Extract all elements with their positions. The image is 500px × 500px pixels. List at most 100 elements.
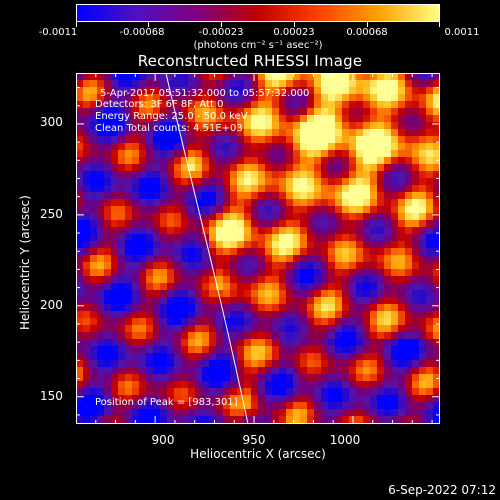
image-pixel	[195, 353, 202, 360]
image-pixel	[153, 374, 160, 381]
image-pixel	[237, 360, 244, 367]
image-pixel	[370, 94, 377, 101]
image-pixel	[279, 248, 286, 255]
image-pixel	[272, 311, 279, 318]
image-pixel	[188, 150, 195, 157]
image-pixel	[160, 283, 167, 290]
image-pixel	[307, 416, 314, 423]
image-pixel	[174, 227, 181, 234]
image-pixel	[265, 297, 272, 304]
image-pixel	[293, 318, 300, 325]
image-pixel	[188, 276, 195, 283]
image-pixel	[363, 178, 370, 185]
image-pixel	[83, 94, 90, 101]
image-pixel	[118, 157, 125, 164]
image-pixel	[433, 213, 440, 220]
image-pixel	[293, 353, 300, 360]
image-pixel	[97, 318, 104, 325]
image-pixel	[272, 80, 279, 87]
image-pixel	[125, 80, 132, 87]
image-pixel	[118, 388, 125, 395]
image-pixel	[258, 276, 265, 283]
image-pixel	[90, 178, 97, 185]
image-pixel	[223, 297, 230, 304]
image-pixel	[251, 311, 258, 318]
image-pixel	[139, 283, 146, 290]
image-pixel	[265, 143, 272, 150]
image-pixel	[223, 241, 230, 248]
image-pixel	[153, 192, 160, 199]
image-pixel	[237, 339, 244, 346]
image-pixel	[90, 388, 97, 395]
image-pixel	[377, 136, 384, 143]
image-pixel	[342, 73, 349, 80]
image-pixel	[307, 213, 314, 220]
image-pixel	[118, 262, 125, 269]
image-pixel	[419, 143, 426, 150]
image-pixel	[160, 276, 167, 283]
image-pixel	[104, 325, 111, 332]
image-pixel	[286, 269, 293, 276]
image-pixel	[405, 416, 412, 423]
image-pixel	[251, 143, 258, 150]
image-pixel	[370, 318, 377, 325]
image-pixel	[76, 87, 83, 94]
image-pixel	[272, 94, 279, 101]
image-pixel	[181, 87, 188, 94]
image-pixel	[398, 185, 405, 192]
image-pixel	[146, 115, 153, 122]
image-pixel	[279, 185, 286, 192]
image-pixel	[293, 367, 300, 374]
image-pixel	[314, 122, 321, 129]
image-pixel	[97, 73, 104, 80]
image-pixel	[174, 87, 181, 94]
image-pixel	[307, 360, 314, 367]
image-pixel	[97, 227, 104, 234]
image-pixel	[111, 262, 118, 269]
image-pixel	[398, 136, 405, 143]
image-pixel	[286, 255, 293, 262]
image-pixel	[146, 101, 153, 108]
image-pixel	[258, 227, 265, 234]
image-pixel	[251, 388, 258, 395]
image-pixel	[153, 143, 160, 150]
image-pixel	[377, 290, 384, 297]
image-pixel	[244, 241, 251, 248]
image-pixel	[405, 290, 412, 297]
image-pixel	[181, 164, 188, 171]
image-pixel	[202, 381, 209, 388]
image-pixel	[314, 220, 321, 227]
image-pixel	[356, 199, 363, 206]
image-pixel	[237, 101, 244, 108]
image-pixel	[237, 227, 244, 234]
detectors-label: Detectors: 3F 6F 8F, Att 0	[95, 99, 224, 110]
image-pixel	[139, 101, 146, 108]
image-pixel	[426, 136, 433, 143]
image-pixel	[398, 178, 405, 185]
image-pixel	[181, 402, 188, 409]
image-pixel	[279, 262, 286, 269]
image-pixel	[146, 94, 153, 101]
image-pixel	[426, 178, 433, 185]
image-pixel	[223, 122, 230, 129]
image-pixel	[328, 255, 335, 262]
image-pixel	[272, 164, 279, 171]
image-pixel	[104, 360, 111, 367]
image-pixel	[314, 276, 321, 283]
image-pixel	[97, 234, 104, 241]
image-pixel	[76, 276, 83, 283]
image-pixel	[328, 136, 335, 143]
image-pixel	[90, 136, 97, 143]
image-pixel	[286, 381, 293, 388]
image-pixel	[83, 262, 90, 269]
image-pixel	[230, 87, 237, 94]
image-pixel	[272, 255, 279, 262]
image-pixel	[202, 171, 209, 178]
image-pixel	[384, 136, 391, 143]
image-pixel	[307, 157, 314, 164]
image-pixel	[202, 311, 209, 318]
image-pixel	[391, 360, 398, 367]
image-pixel	[307, 262, 314, 269]
image-pixel	[111, 416, 118, 423]
image-pixel	[300, 241, 307, 248]
